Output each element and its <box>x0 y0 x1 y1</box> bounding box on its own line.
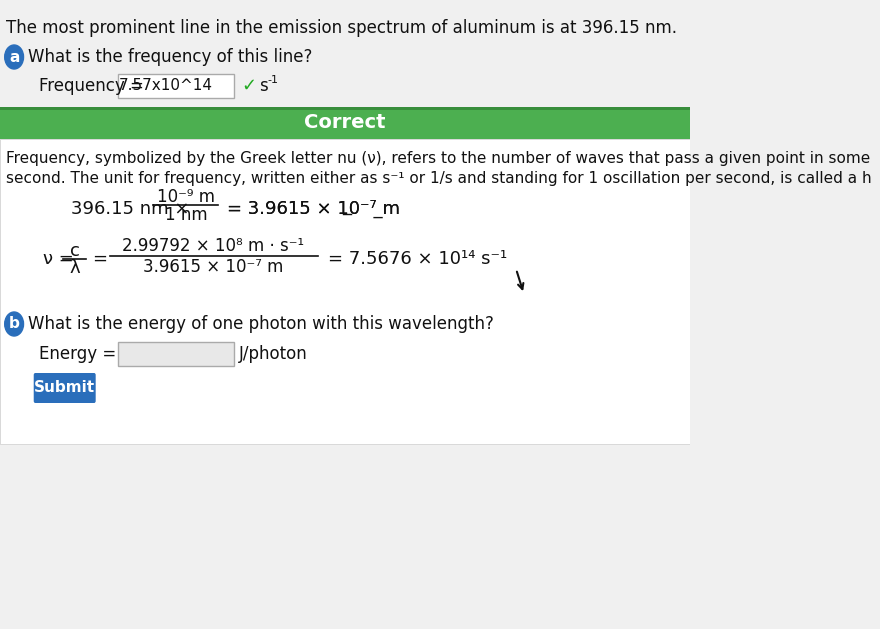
Text: The most prominent line in the emission spectrum of aluminum is at 396.15 nm.: The most prominent line in the emission … <box>6 19 678 37</box>
FancyBboxPatch shape <box>0 139 690 444</box>
Text: s: s <box>259 77 268 95</box>
Text: = 3.9615 × 10⁻⁷ m: = 3.9615 × 10⁻⁷ m <box>227 200 400 218</box>
Text: 10⁻⁹ m: 10⁻⁹ m <box>157 188 215 206</box>
Text: 7.57x10^14: 7.57x10^14 <box>119 79 213 94</box>
Text: What is the energy of one photon with this wavelength?: What is the energy of one photon with th… <box>28 315 494 333</box>
FancyBboxPatch shape <box>0 107 690 139</box>
Text: J/photon: J/photon <box>238 345 307 363</box>
Text: = 7.5676 × 10¹⁴ s⁻¹: = 7.5676 × 10¹⁴ s⁻¹ <box>328 250 507 268</box>
Text: b: b <box>9 316 19 331</box>
Text: =: = <box>92 250 107 268</box>
Text: = 3.9615 × 10⁻⁷ ̲m: = 3.9615 × 10⁻⁷ ̲m <box>227 200 400 218</box>
Text: 2.99792 × 10⁸ m · s⁻¹: 2.99792 × 10⁸ m · s⁻¹ <box>122 237 304 255</box>
Text: Frequency =: Frequency = <box>40 77 144 95</box>
Text: ν =: ν = <box>43 250 74 268</box>
Text: -1: -1 <box>268 75 278 85</box>
Text: 3.9615 × 10⁻⁷ m: 3.9615 × 10⁻⁷ m <box>143 258 283 276</box>
Text: second. The unit for frequency, written either as s⁻¹ or 1/s and standing for 1 : second. The unit for frequency, written … <box>6 171 872 186</box>
FancyBboxPatch shape <box>118 342 234 366</box>
FancyBboxPatch shape <box>0 107 690 110</box>
Text: Frequency, symbolized by the Greek letter nu (ν), refers to the number of waves : Frequency, symbolized by the Greek lette… <box>6 151 870 166</box>
Text: Submit: Submit <box>33 381 95 396</box>
Text: 1 nm: 1 nm <box>165 206 207 224</box>
Text: What is the frequency of this line?: What is the frequency of this line? <box>28 48 312 66</box>
Text: Energy =: Energy = <box>40 345 116 363</box>
Text: c: c <box>70 242 79 260</box>
Circle shape <box>4 45 24 69</box>
Text: λ: λ <box>70 259 80 277</box>
Text: ✓: ✓ <box>242 77 257 95</box>
Circle shape <box>4 312 24 336</box>
FancyBboxPatch shape <box>118 74 234 98</box>
FancyBboxPatch shape <box>33 373 96 403</box>
Text: Correct: Correct <box>304 113 385 133</box>
Text: a: a <box>9 50 19 65</box>
Text: 396.15 nm ×: 396.15 nm × <box>70 200 189 218</box>
